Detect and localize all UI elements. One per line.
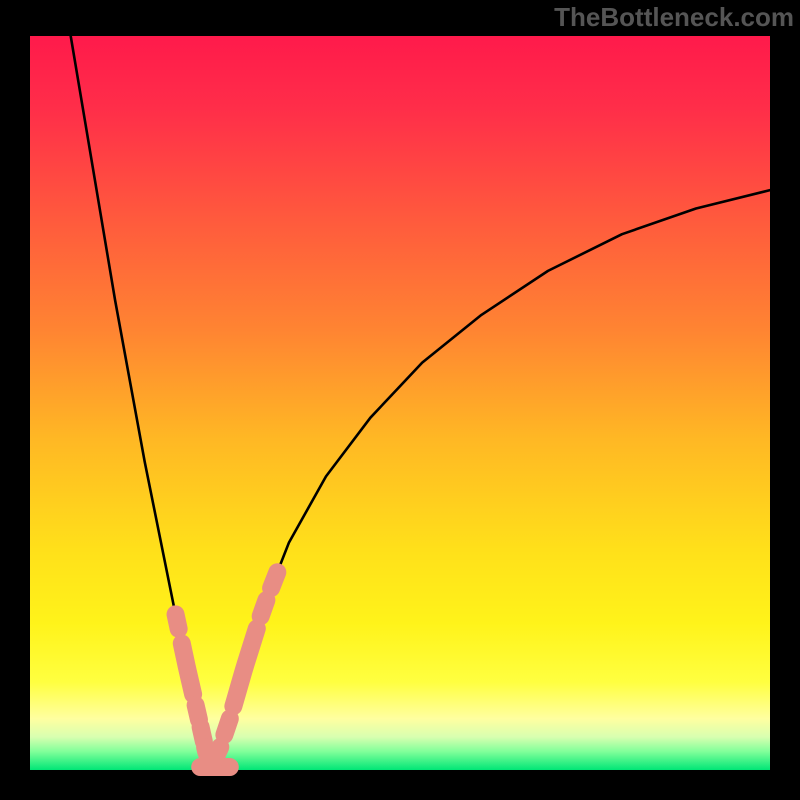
chart-container: TheBottleneck.com: [0, 0, 800, 800]
curve-marker-left-1: [182, 643, 193, 694]
plot-background: [30, 36, 770, 770]
curve-marker-right-7: [224, 719, 229, 735]
curve-marker-right-9: [261, 600, 267, 616]
curve-marker-left-0: [176, 614, 179, 629]
bottleneck-curve-chart: [0, 0, 800, 800]
curve-marker-right-6: [213, 747, 220, 763]
curve-marker-left-2: [196, 705, 199, 720]
curve-marker-right-10: [271, 572, 277, 588]
watermark-text: TheBottleneck.com: [554, 2, 794, 33]
